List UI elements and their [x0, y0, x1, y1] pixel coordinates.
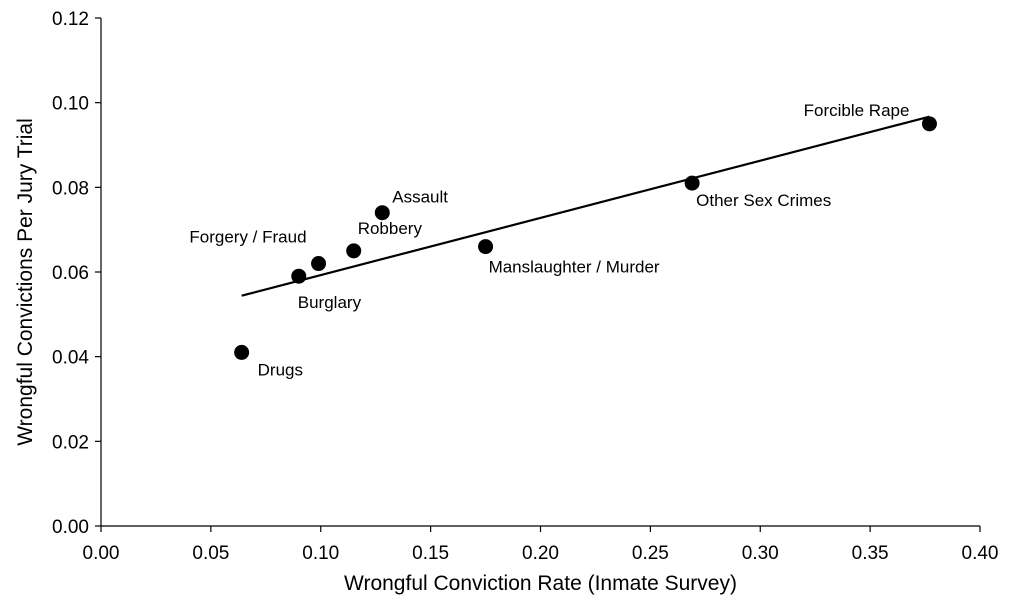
x-tick-label: 0.05 [192, 543, 229, 564]
x-axis-title: Wrongful Conviction Rate (Inmate Survey) [344, 572, 737, 595]
y-axis-title: Wrongful Convictions Per Jury Trial [14, 118, 37, 446]
point-label: Assault [392, 188, 448, 207]
x-axis-ticks: 0.00 0.05 0.10 0.15 0.20 0.25 0.30 0.35 0.40 [83, 526, 999, 564]
y-tick-label: 0.06 [52, 263, 89, 284]
y-tick-label: 0.12 [52, 9, 89, 30]
data-point [311, 256, 327, 272]
data-point [291, 268, 307, 284]
point-label: Burglary [298, 293, 362, 312]
x-tick-label: 0.10 [302, 543, 339, 564]
point-label: Forcible Rape [804, 101, 910, 120]
point-label: Forgery / Fraud [189, 228, 306, 247]
x-tick-label: 0.20 [522, 543, 559, 564]
data-point [346, 243, 362, 259]
point-label: Robbery [358, 219, 423, 238]
x-tick-label: 0.30 [742, 543, 779, 564]
point-label: Drugs [258, 360, 303, 379]
data-point [234, 344, 250, 360]
point-label: Manslaughter / Murder [489, 258, 660, 277]
trendline [241, 115, 930, 297]
x-tick-label: 0.25 [632, 543, 669, 564]
y-tick-label: 0.10 [52, 94, 89, 115]
data-point [921, 116, 937, 132]
y-axis-ticks: 0.00 0.02 0.04 0.06 0.08 0.10 0.12 [52, 9, 101, 538]
x-tick-label: 0.40 [962, 543, 999, 564]
x-tick-label: 0.00 [83, 543, 120, 564]
y-tick-label: 0.00 [52, 517, 89, 538]
x-tick-label: 0.35 [852, 543, 889, 564]
data-point [478, 239, 494, 255]
point-label: Other Sex Crimes [696, 191, 831, 210]
x-tick-label: 0.15 [412, 543, 449, 564]
data-point [684, 175, 700, 191]
data-points [234, 116, 937, 360]
y-tick-label: 0.04 [52, 348, 89, 369]
y-tick-label: 0.02 [52, 432, 89, 453]
data-point [374, 205, 390, 221]
point-labels: Drugs Burglary Forgery / Fraud Robbery Assau… [189, 101, 909, 380]
y-tick-label: 0.08 [52, 178, 89, 199]
